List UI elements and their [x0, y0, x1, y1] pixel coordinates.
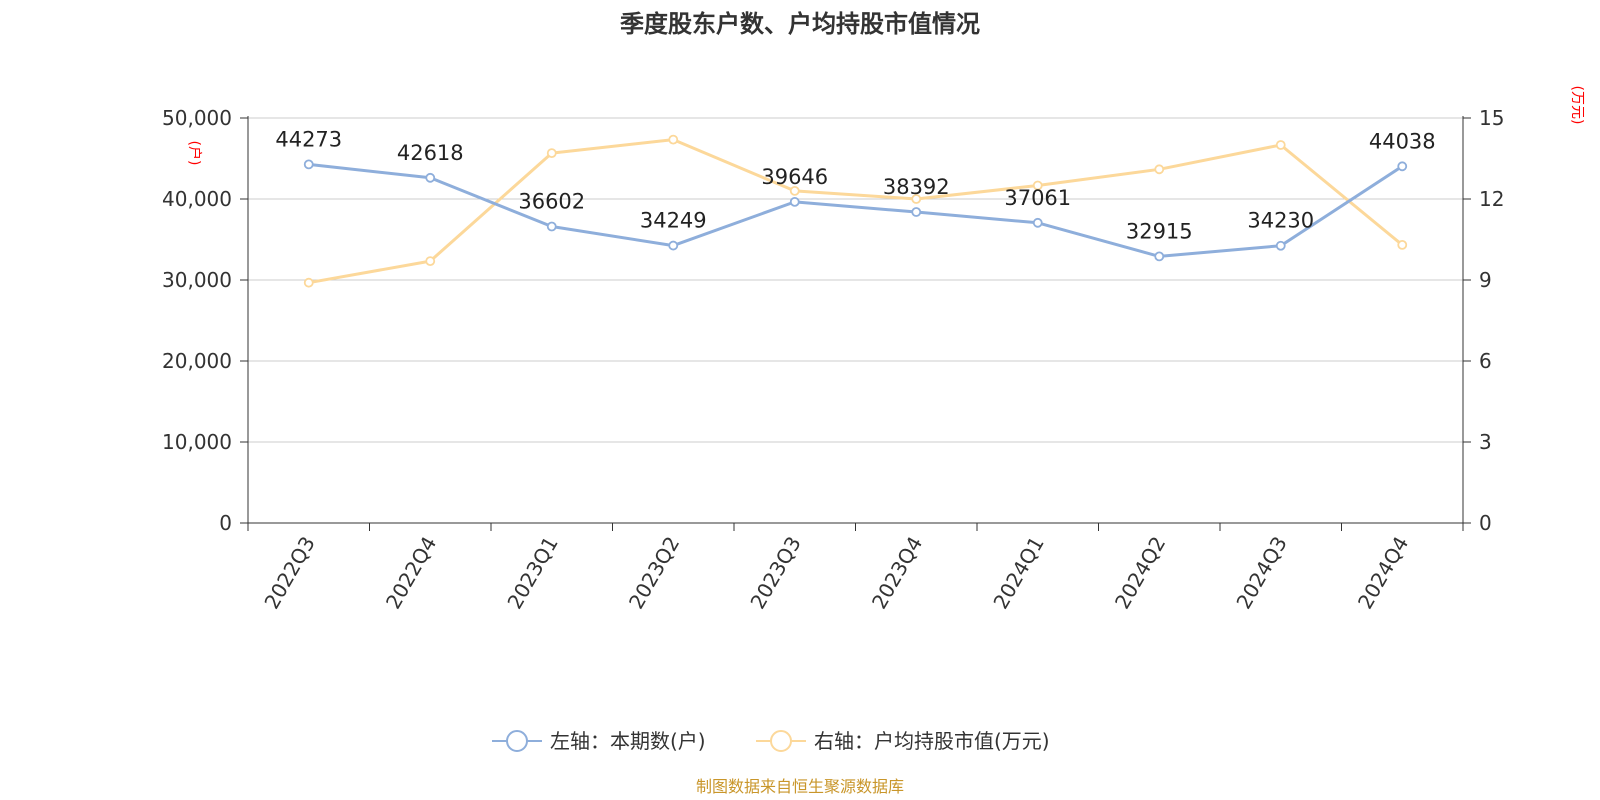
data-point [1032, 217, 1043, 228]
data-label: 38392 [883, 175, 950, 199]
left-axis-unit-label: (户) [186, 141, 203, 166]
data-label: 44038 [1369, 129, 1436, 153]
left-axis: 0 10,000 20,000 30,000 40,000 50,000 [162, 106, 249, 535]
right-tick-label: 9 [1479, 268, 1492, 292]
data-point [1397, 239, 1408, 250]
legend-item: 右轴：户均持股市值(万元) [756, 729, 1050, 753]
x-tick-label: 2023Q4 [867, 532, 927, 613]
chart-title: 季度股东户数、户均持股市值情况 [620, 10, 980, 38]
legend-marker [506, 730, 528, 752]
left-tick-label: 30,000 [162, 268, 232, 292]
series-line [308, 138, 1404, 285]
data-point [911, 207, 922, 217]
data-point [1154, 251, 1165, 262]
data-point [1275, 240, 1286, 251]
data-label: 36602 [518, 190, 585, 214]
data-point [303, 159, 314, 170]
series-line [308, 162, 1404, 258]
x-tick-label: 2022Q3 [259, 532, 319, 613]
data-label: 34249 [640, 209, 707, 233]
data-point [911, 194, 922, 204]
data-label: 42618 [397, 141, 464, 165]
legend-label: 左轴：本期数(户) [550, 729, 706, 753]
source-note: 制图数据来自恒生聚源数据库 [696, 777, 904, 796]
data-point [668, 240, 679, 251]
data-point [789, 185, 800, 196]
x-axis: 2022Q3 2022Q4 2023Q1 2023Q2 2023Q3 2023Q4 2024… [247, 522, 1464, 613]
x-tick-label: 2024Q4 [1353, 532, 1413, 613]
x-tick-label: 2024Q3 [1231, 532, 1291, 613]
right-axis-unit-label: (万元) [1569, 86, 1585, 125]
data-point [546, 148, 557, 159]
right-tick-label: 3 [1479, 430, 1492, 454]
series-layer [303, 134, 1408, 288]
data-point [303, 277, 314, 288]
left-tick-label: 50,000 [162, 106, 232, 130]
legend: 左轴：本期数(户) 右轴：户均持股市值(万元) [492, 729, 1050, 753]
data-point [425, 256, 436, 267]
right-tick-label: 15 [1479, 106, 1504, 130]
legend-item: 左轴：本期数(户) [492, 729, 706, 753]
data-label: 34230 [1247, 209, 1314, 233]
x-tick-label: 2023Q1 [502, 532, 562, 613]
right-tick-label: 6 [1479, 349, 1492, 373]
data-label: 44273 [275, 127, 342, 151]
right-axis: 0 3 6 9 12 15 [1462, 106, 1504, 535]
data-labels: 44273 42618 36602 34249 39646 38392 37061 32915… [275, 127, 1435, 243]
gridlines [248, 117, 1463, 443]
left-tick-label: 0 [219, 511, 232, 535]
right-tick-label: 0 [1479, 511, 1492, 535]
data-point [668, 134, 679, 145]
x-tick-label: 2023Q3 [745, 532, 805, 613]
data-point [789, 196, 800, 207]
data-point [1397, 161, 1408, 172]
x-tick-label: 2023Q2 [624, 532, 684, 613]
data-point [1154, 164, 1165, 175]
x-tick-label: 2024Q1 [988, 532, 1048, 613]
data-label: 37061 [1004, 186, 1071, 210]
left-tick-label: 10,000 [162, 430, 232, 454]
x-tick-label: 2022Q4 [381, 532, 441, 613]
data-label: 39646 [761, 165, 828, 189]
data-label: 32915 [1126, 219, 1193, 243]
legend-marker [770, 730, 792, 752]
data-point [1275, 140, 1286, 150]
data-point [1032, 180, 1043, 191]
data-point [546, 221, 557, 232]
x-tick-label: 2024Q2 [1110, 532, 1170, 613]
left-tick-label: 40,000 [162, 187, 232, 211]
legend-label: 右轴：户均持股市值(万元) [814, 729, 1050, 753]
left-tick-label: 20,000 [162, 349, 232, 373]
right-tick-label: 12 [1479, 187, 1504, 211]
data-point [425, 172, 436, 183]
